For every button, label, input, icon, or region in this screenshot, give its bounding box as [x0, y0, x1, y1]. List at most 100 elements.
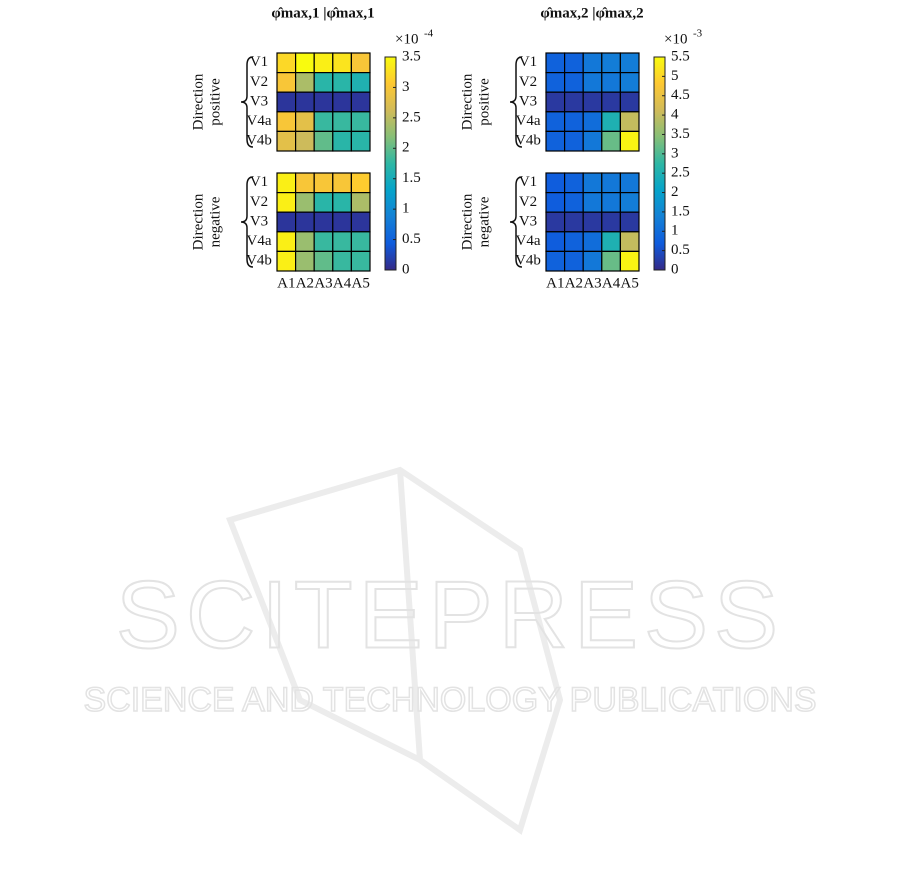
heatmap-cell	[350, 192, 371, 213]
heatmap-cell	[545, 52, 566, 74]
heatmap-cell	[619, 192, 640, 213]
group-label: Direction	[459, 193, 475, 250]
row-label: V4b	[515, 133, 541, 149]
column-label: A5	[621, 275, 639, 291]
heatmap-cell	[313, 192, 334, 213]
colorbar-tick-label: 0.5	[402, 231, 421, 247]
brace	[509, 176, 523, 268]
heatmap-cell	[582, 231, 603, 253]
heatmap-cell	[332, 111, 352, 133]
heatmap-cell	[276, 130, 297, 152]
heatmap-cell	[563, 231, 584, 253]
row-label: V2	[519, 74, 537, 90]
heatmap-cell	[313, 91, 334, 113]
heatmap-cell	[601, 172, 621, 194]
heatmap-cell	[295, 211, 315, 233]
heatmap-cell	[545, 172, 566, 194]
heatmap-cell	[313, 211, 334, 233]
heatmap-cell	[601, 111, 621, 133]
heatmap-cell	[582, 52, 603, 74]
heatmap-cell	[313, 130, 334, 152]
column-label: A4	[602, 275, 621, 291]
group-label: positive	[207, 78, 223, 126]
heatmap-cell	[276, 52, 297, 74]
heatmap-cell	[332, 130, 352, 152]
heatmap-cell	[332, 52, 352, 74]
colorbar-exponent: -3	[693, 28, 703, 40]
heatmap-cell	[545, 250, 566, 272]
column-label: A3	[314, 275, 332, 291]
heatmap-cell	[545, 231, 566, 253]
heatmap-cell	[276, 192, 297, 213]
heatmap-cell	[276, 71, 297, 93]
heatmap-cell	[545, 71, 566, 93]
heatmap-cell	[332, 250, 352, 272]
watermark-logo	[226, 466, 564, 835]
watermark-subtitle: SCIENCE AND TECHNOLOGY PUBLICATIONS	[83, 681, 816, 719]
row-label: V4b	[515, 253, 541, 269]
heatmap-cell	[601, 91, 621, 113]
heatmap-cell	[563, 71, 584, 93]
heatmap-cell	[350, 130, 371, 152]
colorbar-tick-label: 3.5	[671, 126, 690, 142]
heatmap-cell	[295, 71, 315, 93]
group-label: Direction	[190, 193, 206, 250]
heatmap-cell	[350, 111, 371, 133]
row-label: V3	[250, 93, 268, 109]
colorbar-tick-label: 4	[671, 107, 679, 123]
colorbar-multiplier: ×10	[664, 31, 687, 47]
heatmap-cell	[619, 211, 640, 233]
column-label: A5	[352, 275, 370, 291]
heatmap-cell	[545, 91, 566, 113]
column-label: A1	[277, 275, 295, 291]
group-label: negative	[207, 196, 223, 247]
heatmap-cell	[563, 172, 584, 194]
heatmap-cell	[545, 111, 566, 133]
colorbar-tick-label: 0.5	[671, 242, 690, 258]
heatmap-cell	[582, 250, 603, 272]
brace	[240, 176, 254, 268]
chart-title: φ̂max,1 |φ̂max,1	[271, 5, 374, 21]
heatmap-cell	[295, 231, 315, 253]
heatmap-cell	[582, 111, 603, 133]
colorbar-tick-label: 2	[402, 140, 410, 156]
column-label: A2	[296, 275, 314, 291]
heatmap-cell	[619, 130, 640, 152]
colorbar-tick-label: 2	[671, 184, 679, 200]
heatmap-cell	[295, 111, 315, 133]
heatmap-cell	[332, 71, 352, 93]
heatmap-cell	[276, 91, 297, 113]
column-label: A2	[565, 275, 583, 291]
row-label: V2	[250, 74, 268, 90]
heatmap-cell	[601, 130, 621, 152]
heatmap-cell	[332, 172, 352, 194]
colorbar-tick-label: 3	[402, 79, 410, 95]
heatmap-cell	[582, 211, 603, 233]
row-label: V4a	[247, 233, 272, 249]
heatmap-cell	[563, 111, 584, 133]
heatmap-cell	[313, 52, 334, 74]
heatmap-cell	[601, 192, 621, 213]
heatmap-cell	[350, 211, 371, 233]
heatmap-cell	[332, 91, 352, 113]
heatmap-cell	[601, 211, 621, 233]
row-label: V4b	[246, 253, 272, 269]
heatmap-cell	[563, 250, 584, 272]
heatmap-cell	[276, 111, 297, 133]
heatmap-cell	[350, 231, 371, 253]
heatmap-cell	[350, 71, 371, 93]
heatmap-cell	[582, 91, 603, 113]
heatmap-cell	[601, 231, 621, 253]
heatmap-cell	[313, 172, 334, 194]
heatmap-cell	[295, 130, 315, 152]
colorbar-multiplier: ×10	[395, 31, 418, 47]
group-label: negative	[476, 196, 492, 247]
heatmap-cell	[313, 231, 334, 253]
heatmap-cell	[619, 250, 640, 272]
heatmap-cell	[332, 211, 352, 233]
heatmap-cell	[295, 250, 315, 272]
column-label: A4	[333, 275, 352, 291]
heatmap-cell	[350, 91, 371, 113]
row-label: V4b	[246, 133, 272, 149]
